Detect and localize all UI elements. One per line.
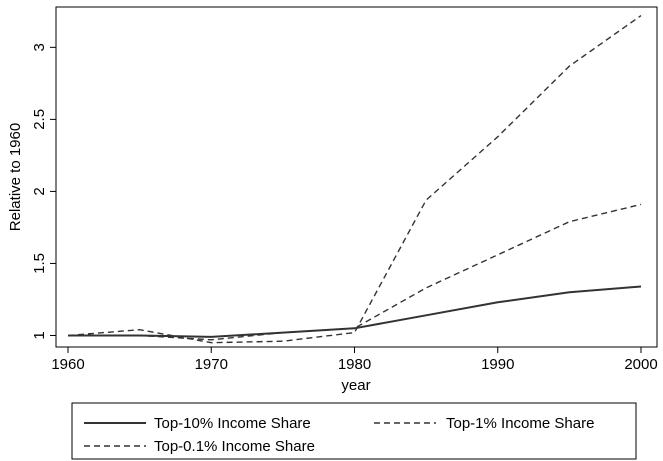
y-tick-label: 2.5 — [31, 109, 48, 130]
y-axis: 1 1.5 2 2.5 3 — [31, 43, 56, 340]
y-tick-label: 3 — [31, 43, 48, 51]
y-tick-label: 2 — [31, 187, 48, 195]
series-layer — [67, 15, 642, 344]
series-line-2 — [68, 203, 642, 341]
legend-box — [71, 402, 637, 460]
series-line-3 — [67, 15, 642, 344]
y-tick-label: 1.5 — [31, 253, 48, 274]
legend-label-2: Top-1% Income Share — [446, 415, 594, 432]
y-axis-title: Relative to 1960 — [7, 123, 24, 231]
legend: Top-10% Income Share Top-1% Income Share T… — [84, 415, 594, 455]
x-tick-label: 1980 — [338, 356, 371, 373]
legend-label-1: Top-10% Income Share — [154, 415, 311, 432]
x-tick-label: 1990 — [481, 356, 514, 373]
y-tick-label: 1 — [31, 331, 48, 339]
x-tick-label: 2000 — [624, 356, 657, 373]
legend-label-3: Top-0.1% Income Share — [154, 438, 315, 455]
x-axis-title: year — [341, 377, 370, 394]
plot-area — [55, 6, 658, 348]
series-line-1 — [68, 285, 642, 338]
x-tick-label: 1960 — [51, 356, 84, 373]
x-axis: 1960 1970 1980 1990 2000 — [51, 347, 658, 373]
x-tick-label: 1970 — [195, 356, 228, 373]
